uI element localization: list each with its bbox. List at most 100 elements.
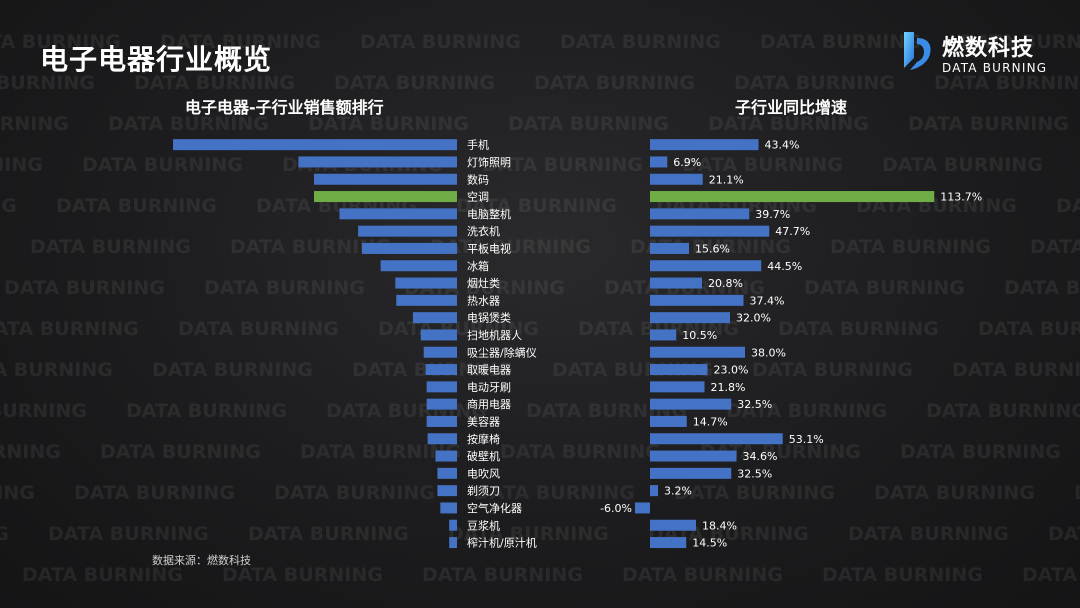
- sales-bar: [173, 139, 458, 151]
- growth-data-label: 15.6%: [695, 242, 730, 255]
- category-label: 取暖电器: [467, 364, 511, 377]
- category-label: 美容器: [467, 414, 500, 428]
- growth-data-label: -6.0%: [600, 502, 632, 515]
- growth-data-label: 44.5%: [767, 260, 802, 273]
- left-chart-subtitle: 电子电器-子行业销售额排行: [185, 98, 384, 117]
- growth-data-label: 32.5%: [737, 398, 772, 411]
- growth-bar: [650, 364, 708, 376]
- growth-bar: [650, 519, 696, 531]
- growth-data-label: 14.7%: [693, 415, 728, 428]
- category-label: 破壁机: [467, 449, 500, 463]
- growth-bar: [650, 433, 783, 445]
- sales-bar: [427, 433, 457, 445]
- sales-bar: [362, 242, 457, 254]
- category-label: 洗衣机: [467, 224, 500, 238]
- growth-data-label: 6.9%: [673, 156, 701, 169]
- growth-data-label: 37.4%: [750, 294, 785, 307]
- growth-data-label: 113.7%: [940, 191, 982, 204]
- category-label: 商用电器: [467, 397, 511, 411]
- category-label: 电脑整机: [467, 207, 511, 221]
- sales-bar: [437, 467, 457, 479]
- growth-bar: [650, 450, 737, 462]
- growth-data-label: 53.1%: [789, 433, 824, 446]
- category-label: 热水器: [467, 294, 500, 307]
- sales-bar: [435, 450, 457, 462]
- category-label: 数码: [467, 173, 489, 186]
- sales-bar: [426, 415, 457, 427]
- category-label: 平板电视: [467, 241, 511, 255]
- growth-data-label: 34.6%: [743, 450, 778, 463]
- category-label: 冰箱: [467, 259, 489, 273]
- growth-bar: [650, 225, 770, 237]
- category-label: 电吹风: [467, 467, 500, 480]
- category-label: 扫地机器人: [467, 328, 522, 342]
- growth-bar: [650, 467, 732, 479]
- growth-bar: [650, 485, 658, 497]
- growth-data-label: 21.8%: [711, 381, 746, 394]
- growth-bar: [650, 381, 705, 393]
- sales-bar: [449, 537, 457, 549]
- sales-bar: [396, 294, 457, 306]
- sales-bar: [449, 519, 457, 531]
- sales-bar: [298, 156, 457, 168]
- growth-bar: [650, 537, 687, 549]
- category-label: 烟灶类: [467, 276, 500, 290]
- category-label: 电动牙刷: [467, 381, 511, 394]
- sales-bar: [440, 502, 457, 514]
- growth-bar: [650, 173, 703, 185]
- category-label: 剃须刀: [467, 485, 500, 498]
- sales-bar: [437, 485, 457, 497]
- growth-bar: [650, 277, 702, 289]
- growth-data-label: 14.5%: [692, 537, 727, 550]
- growth-bar: [650, 415, 687, 427]
- category-label: 空调: [467, 190, 489, 204]
- growth-data-label: 10.5%: [682, 329, 717, 342]
- growth-data-label: 23.0%: [714, 364, 749, 377]
- growth-data-label: 18.4%: [702, 519, 737, 532]
- sales-bar: [425, 364, 457, 376]
- right-chart-subtitle: 子行业同比增速: [735, 98, 848, 117]
- sales-bar: [426, 398, 457, 410]
- category-label: 按摩椅: [467, 432, 500, 446]
- growth-bar: [650, 260, 762, 272]
- sales-bar: [358, 225, 457, 237]
- sales-bar: [423, 346, 457, 358]
- category-label: 电锅煲类: [467, 311, 511, 325]
- logo-name-cn: 燃数科技: [942, 36, 1035, 61]
- category-label: 榨汁机/原汁机: [467, 536, 537, 550]
- category-label: 手机: [467, 138, 489, 152]
- growth-data-label: 20.8%: [708, 277, 743, 290]
- growth-bar: [650, 242, 689, 254]
- sales-bar: [314, 173, 457, 185]
- growth-data-label: 21.1%: [709, 173, 744, 186]
- growth-bar: [650, 294, 744, 306]
- category-label: 豆浆机: [467, 518, 500, 532]
- growth-data-label: 47.7%: [775, 225, 810, 238]
- data-burning-logo-icon: [904, 32, 931, 70]
- brand-logo: 燃数科技 DATA BURNING: [900, 26, 1060, 82]
- sales-bar: [314, 191, 457, 203]
- growth-data-label: 32.0%: [736, 312, 771, 325]
- growth-bar: [650, 191, 935, 203]
- logo-name-en: DATA BURNING: [942, 61, 1048, 75]
- growth-bar: [650, 329, 677, 341]
- growth-bar: [650, 398, 732, 410]
- sales-bar: [395, 277, 457, 289]
- growth-data-label: 38.0%: [751, 346, 786, 359]
- sales-bar: [412, 312, 457, 324]
- growth-bar: [650, 208, 750, 220]
- growth-data-label: 43.4%: [765, 139, 800, 152]
- data-source-note: 数据来源：燃数科技: [152, 554, 251, 567]
- sales-bar: [380, 260, 457, 272]
- growth-data-label: 32.5%: [737, 467, 772, 480]
- sales-bar: [420, 329, 457, 341]
- growth-data-label: 3.2%: [664, 485, 692, 498]
- category-label: 吸尘器/除螨仪: [467, 345, 537, 359]
- growth-bar: [650, 312, 730, 324]
- growth-bar: [650, 156, 668, 168]
- sales-bar: [426, 381, 457, 393]
- category-label: 灯饰照明: [467, 155, 511, 169]
- growth-bar: [650, 346, 745, 358]
- sales-bar: [339, 208, 457, 220]
